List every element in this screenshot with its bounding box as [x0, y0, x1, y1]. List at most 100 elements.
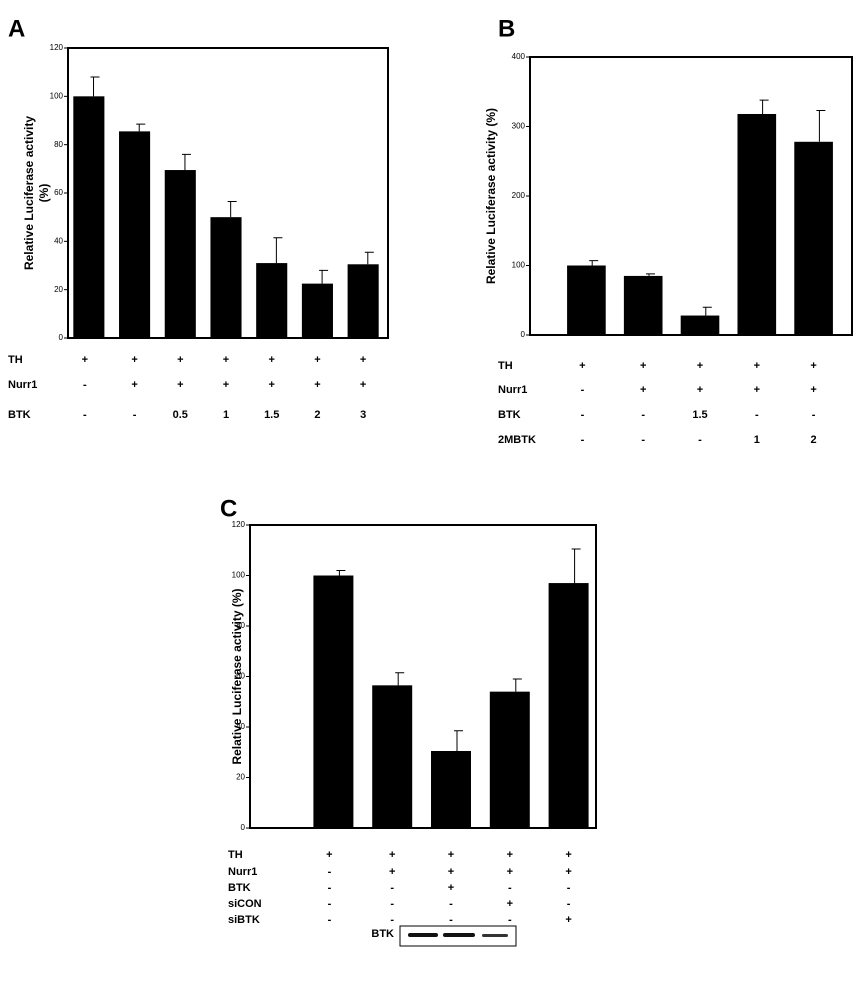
- condition-value: 1.5: [692, 409, 707, 421]
- panel-label: B: [498, 15, 515, 42]
- condition-value: +: [810, 384, 816, 396]
- condition-value: +: [223, 354, 229, 366]
- y-tick-label: 100: [512, 261, 526, 270]
- condition-value: -: [581, 434, 585, 446]
- y-tick-label: 0: [59, 333, 64, 342]
- y-tick-label: 100: [232, 571, 246, 580]
- page: ARelative Luciferase activity(%)02040608…: [0, 0, 858, 1002]
- condition-value: -: [641, 409, 645, 421]
- condition-value: +: [177, 379, 183, 391]
- error-bar: [336, 570, 345, 575]
- condition-value: -: [449, 914, 453, 926]
- condition-value: 1: [223, 409, 229, 421]
- condition-value: +: [579, 360, 585, 372]
- condition-value: -: [328, 866, 332, 878]
- condition-value: 2: [314, 409, 320, 421]
- condition-value: 2: [811, 434, 817, 446]
- condition-label: TH: [228, 849, 243, 861]
- blot-band: [443, 933, 475, 937]
- bar: [490, 692, 530, 828]
- blot-band: [482, 934, 508, 937]
- bar: [624, 276, 663, 335]
- condition-value: +: [810, 360, 816, 372]
- y-tick-label: 20: [54, 285, 63, 294]
- condition-value: -: [508, 914, 512, 926]
- condition-value: +: [131, 379, 137, 391]
- condition-value: -: [390, 898, 394, 910]
- y-tick-label: 40: [236, 722, 245, 731]
- bar: [348, 264, 379, 338]
- condition-value: -: [83, 379, 87, 391]
- error-bar: [572, 549, 581, 583]
- y-tick-label: 300: [512, 122, 526, 131]
- condition-value: +: [268, 379, 274, 391]
- condition-value: -: [328, 898, 332, 910]
- condition-value: +: [640, 360, 646, 372]
- condition-label: Nurr1: [498, 384, 527, 396]
- y-tick-label: 120: [50, 43, 64, 52]
- condition-value: +: [314, 354, 320, 366]
- condition-value: 1.5: [264, 409, 279, 421]
- plot-frame: [250, 525, 596, 828]
- condition-value: +: [640, 384, 646, 396]
- condition-label: Nurr1: [8, 379, 37, 391]
- condition-value: -: [755, 409, 759, 421]
- y-axis-label: Relative Luciferase activity: [22, 116, 36, 270]
- bar: [256, 263, 287, 338]
- bar: [372, 685, 412, 828]
- error-bar: [589, 261, 598, 266]
- blot-band: [408, 933, 438, 937]
- condition-value: +: [360, 379, 366, 391]
- condition-label: TH: [8, 354, 23, 366]
- error-bar: [319, 270, 328, 283]
- y-tick-label: 200: [512, 191, 526, 200]
- error-bar: [395, 673, 404, 686]
- blot: [400, 926, 516, 946]
- condition-value: +: [131, 354, 137, 366]
- bar: [567, 266, 606, 336]
- condition-label: 2MBTK: [498, 434, 536, 446]
- y-tick-label: 60: [236, 672, 245, 681]
- bar: [681, 316, 720, 335]
- condition-label: BTK: [228, 882, 251, 894]
- condition-label: siBTK: [228, 914, 260, 926]
- condition-value: -: [390, 914, 394, 926]
- condition-value: -: [698, 434, 702, 446]
- y-tick-label: 0: [521, 330, 526, 339]
- y-tick-label: 400: [512, 52, 526, 61]
- bar: [302, 284, 333, 338]
- condition-value: -: [508, 882, 512, 894]
- condition-label: TH: [498, 360, 513, 372]
- condition-value: +: [268, 354, 274, 366]
- condition-value: -: [83, 409, 87, 421]
- condition-value: -: [567, 882, 571, 894]
- y-tick-label: 80: [54, 140, 63, 149]
- condition-value: +: [448, 849, 454, 861]
- condition-value: -: [328, 882, 332, 894]
- condition-label: BTK: [8, 409, 31, 421]
- condition-value: +: [448, 866, 454, 878]
- condition-value: +: [223, 379, 229, 391]
- bar: [431, 751, 471, 828]
- condition-value: +: [389, 866, 395, 878]
- y-tick-label: 80: [236, 621, 245, 630]
- condition-value: +: [507, 898, 513, 910]
- condition-value: +: [507, 849, 513, 861]
- condition-value: +: [448, 882, 454, 894]
- y-tick-label: 0: [241, 823, 246, 832]
- condition-value: -: [390, 882, 394, 894]
- bar: [165, 170, 196, 338]
- condition-value: -: [567, 898, 571, 910]
- condition-value: +: [360, 354, 366, 366]
- error-bar: [365, 252, 374, 264]
- panel-label: C: [220, 495, 237, 522]
- error-bar: [454, 731, 463, 751]
- y-axis-label: Relative Luciferase activity (%): [484, 108, 498, 284]
- error-bar: [182, 154, 191, 170]
- error-bar: [273, 238, 282, 263]
- figure: ARelative Luciferase activity(%)02040608…: [0, 0, 858, 1002]
- bar: [313, 576, 353, 829]
- bar: [210, 217, 241, 338]
- condition-value: -: [133, 409, 137, 421]
- condition-value: -: [449, 898, 453, 910]
